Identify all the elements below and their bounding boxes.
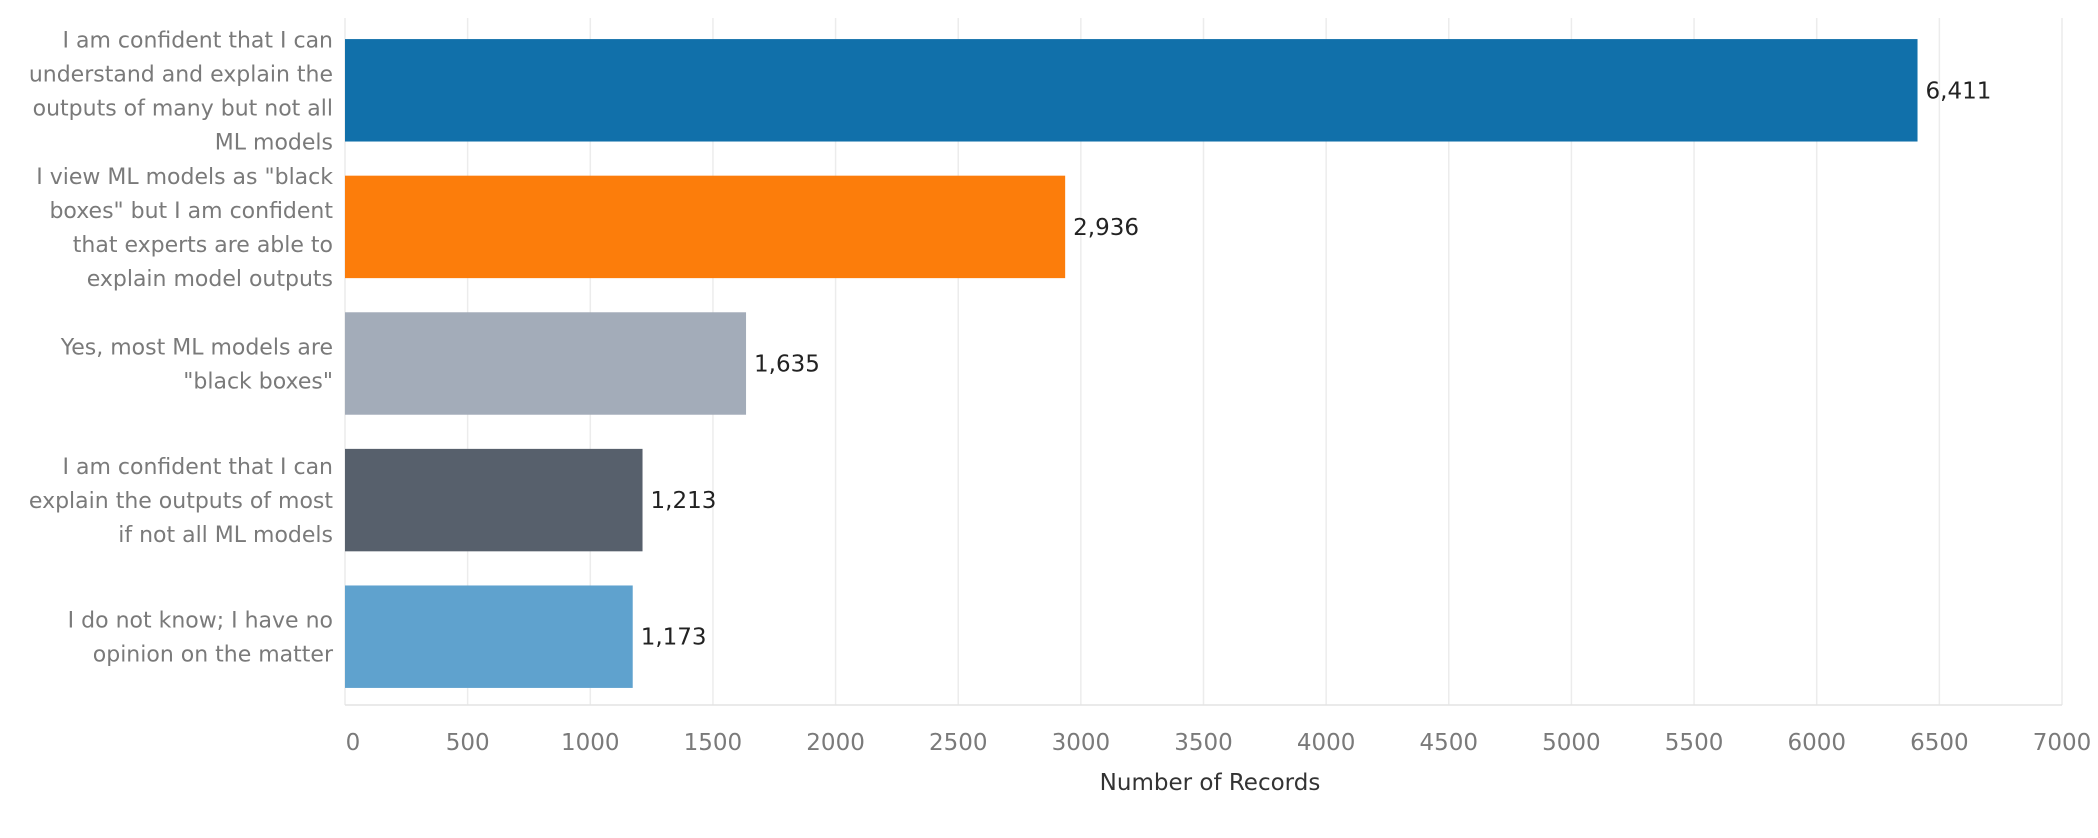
x-tick-label: 500 — [446, 730, 490, 756]
x-tick-label: 6000 — [1787, 730, 1846, 756]
category-label: understand and explain the — [29, 62, 333, 87]
x-tick-label: 4000 — [1297, 730, 1356, 756]
x-tick-label: 3000 — [1052, 730, 1111, 756]
category-label: explain the outputs of most — [29, 489, 333, 514]
category-label: explain model outputs — [87, 267, 333, 292]
category-label: I am confident that I can — [63, 455, 333, 480]
bar-value-label: 1,213 — [651, 488, 717, 514]
x-tick-label: 6500 — [1910, 730, 1969, 756]
x-axis-title: Number of Records — [1100, 770, 1321, 796]
x-tick-label: 3500 — [1174, 730, 1233, 756]
bars — [345, 39, 1918, 688]
category-label: if not all ML models — [118, 523, 333, 548]
bar — [345, 585, 633, 688]
category-label: "black boxes" — [183, 370, 333, 395]
x-axis-ticks: 0 500 1000 1500 2000 2500 3000 3500 4000 4500 5000… — [346, 730, 2092, 756]
x-tick-label: 1500 — [684, 730, 743, 756]
bar — [345, 448, 643, 552]
category-label: ML models — [215, 130, 333, 155]
bar-value-label: 2,936 — [1073, 215, 1139, 241]
category-label: I am confident that I can — [63, 28, 333, 53]
category-label: that experts are able to — [73, 233, 333, 258]
category-label: opinion on the matter — [93, 643, 334, 668]
x-tick-label: 5500 — [1665, 730, 1724, 756]
x-tick-label: 2000 — [806, 730, 865, 756]
x-tick-label: 5000 — [1542, 730, 1601, 756]
bar-value-label: 6,411 — [1926, 78, 1992, 104]
x-tick-label: 0 — [346, 730, 361, 756]
bar — [345, 175, 1066, 279]
bar-value-label: 1,635 — [754, 352, 820, 378]
x-tick-label: 1000 — [561, 730, 620, 756]
category-label: I do not know; I have no — [68, 609, 333, 634]
bar — [345, 39, 1918, 142]
category-label: I view ML models as "black — [36, 165, 333, 190]
category-label: boxes" but I am confident — [49, 199, 333, 224]
data-labels: 6,411 2,936 1,635 1,213 1,173 — [641, 78, 1992, 650]
x-tick-label: 2500 — [929, 730, 988, 756]
x-tick-label: 4500 — [1420, 730, 1479, 756]
bar-value-label: 1,173 — [641, 625, 707, 651]
bar — [345, 312, 747, 415]
x-tick-label: 7000 — [2033, 730, 2092, 756]
category-label: outputs of many but not all — [33, 96, 333, 121]
category-label: Yes, most ML models are — [60, 336, 333, 361]
category-labels: I am confident that I can understand and … — [29, 28, 334, 667]
